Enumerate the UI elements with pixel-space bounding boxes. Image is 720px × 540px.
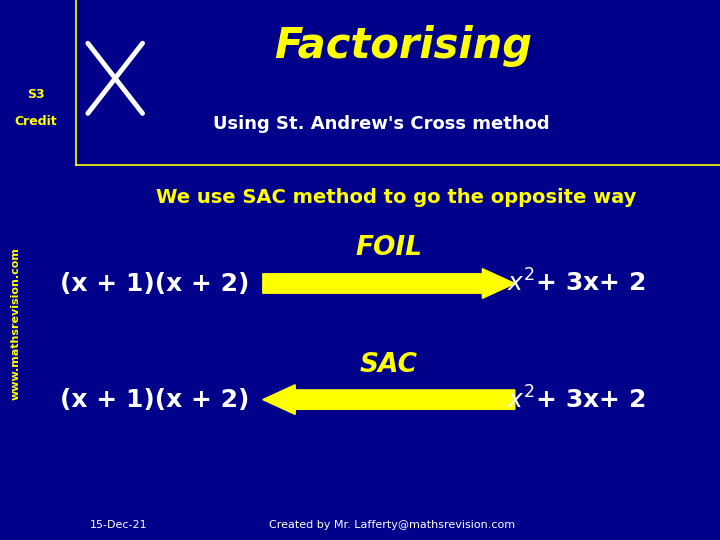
Text: $x^2$+ 3x+ 2: $x^2$+ 3x+ 2	[507, 386, 645, 413]
Text: FOIL: FOIL	[355, 235, 423, 261]
Text: Created by Mr. Lafferty@mathsrevision.com: Created by Mr. Lafferty@mathsrevision.co…	[269, 520, 516, 530]
Text: (x + 1)(x + 2): (x + 1)(x + 2)	[60, 388, 250, 411]
Text: Factorising: Factorising	[274, 25, 532, 67]
Text: S3: S3	[27, 88, 45, 101]
Text: SAC: SAC	[360, 352, 418, 377]
Text: www.mathsrevision.com: www.mathsrevision.com	[11, 247, 21, 401]
FancyArrow shape	[263, 269, 515, 298]
Text: (x + 1)(x + 2): (x + 1)(x + 2)	[60, 272, 250, 295]
Text: Using St. Andrew's Cross method: Using St. Andrew's Cross method	[213, 115, 550, 133]
FancyArrow shape	[263, 384, 515, 415]
Text: We use SAC method to go the opposite way: We use SAC method to go the opposite way	[156, 187, 636, 207]
Text: $x^2$+ 3x+ 2: $x^2$+ 3x+ 2	[507, 270, 645, 297]
Text: Credit: Credit	[14, 115, 58, 128]
Text: 15-Dec-21: 15-Dec-21	[90, 520, 148, 530]
